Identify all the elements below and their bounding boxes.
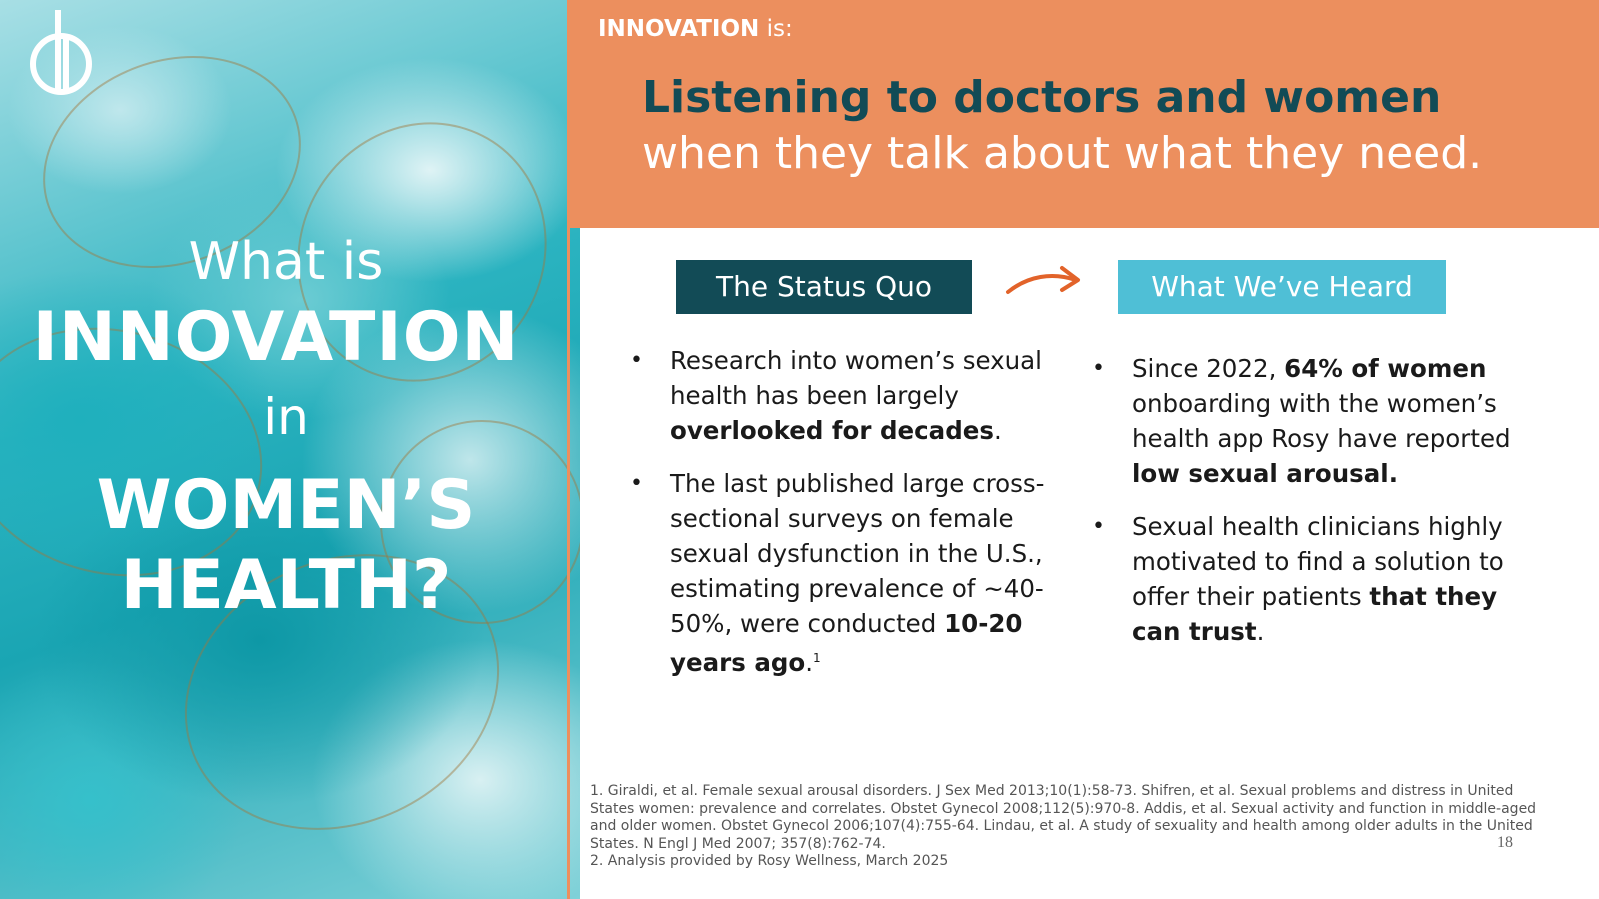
bullet-text: Since 2022,: [1132, 354, 1285, 383]
footnote-ref: 1: [813, 651, 821, 665]
bullet-text: The last published large cross-sectional…: [670, 469, 1045, 638]
status-quo-bullet: The last published large cross-sectional…: [630, 466, 1070, 680]
bullet-bold: that they can trust: [1132, 582, 1498, 646]
page-number: 18: [1497, 834, 1513, 851]
left-title-in: in: [263, 388, 309, 446]
bullet-bold: low sexual arousal.: [1132, 459, 1399, 488]
headline-line-2: when they talk about what they need.: [642, 128, 1483, 179]
status-quo-bullet: Research into women’s sexual health has …: [630, 343, 1070, 448]
status-quo-list: Research into women’s sexual health has …: [630, 343, 1070, 680]
status-quo-header: The Status Quo: [676, 260, 972, 314]
bullet-text: Sexual health clinicians highly motivate…: [1132, 512, 1504, 611]
bullet-bold: overlooked for decades: [670, 416, 994, 445]
bullet-bold: 64% of women: [1284, 354, 1487, 383]
panel-divider: [567, 0, 570, 899]
header-band: [570, 0, 1599, 228]
header-kicker: INNOVATION is:: [598, 16, 793, 42]
bullet-bold: 10-20 years ago: [670, 609, 1023, 678]
left-image-panel: What is INNOVATION in WOMEN’S HEALTH?: [0, 0, 580, 899]
footnote-2: 2. Analysis provided by Rosy Wellness, M…: [590, 853, 949, 869]
heard-bullet: Sexual health clinicians highly motivate…: [1092, 509, 1522, 649]
left-title-womens: WOMEN’S: [96, 466, 476, 545]
bullet-text: Research into women’s sexual health has …: [670, 346, 1042, 410]
left-title-what-is: What is: [188, 232, 384, 292]
kicker-bold: INNOVATION: [598, 16, 760, 42]
what-weve-heard-header: What We’ve Heard: [1118, 260, 1446, 314]
heard-list: Since 2022, 64% of women onboarding with…: [1092, 351, 1522, 649]
bullet-text: .: [805, 648, 814, 678]
footnote-1: 1. Giraldi, et al. Female sexual arousal…: [590, 783, 1537, 852]
kicker-rest: is:: [759, 16, 793, 42]
footnotes: 1. Giraldi, et al. Female sexual arousal…: [590, 783, 1550, 871]
heard-bullet: Since 2022, 64% of women onboarding with…: [1092, 351, 1522, 491]
db-monogram-logo: [30, 10, 92, 95]
left-title-innovation: INNOVATION: [32, 298, 520, 377]
bullet-text: onboarding with the women’s health app R…: [1132, 389, 1511, 453]
headline-line-1: Listening to doctors and women: [642, 72, 1442, 123]
bullet-text: .: [993, 416, 1002, 445]
left-title-health: HEALTH?: [120, 546, 452, 625]
right-arrow-icon: [1006, 266, 1080, 294]
bullet-text: .: [1256, 617, 1265, 646]
